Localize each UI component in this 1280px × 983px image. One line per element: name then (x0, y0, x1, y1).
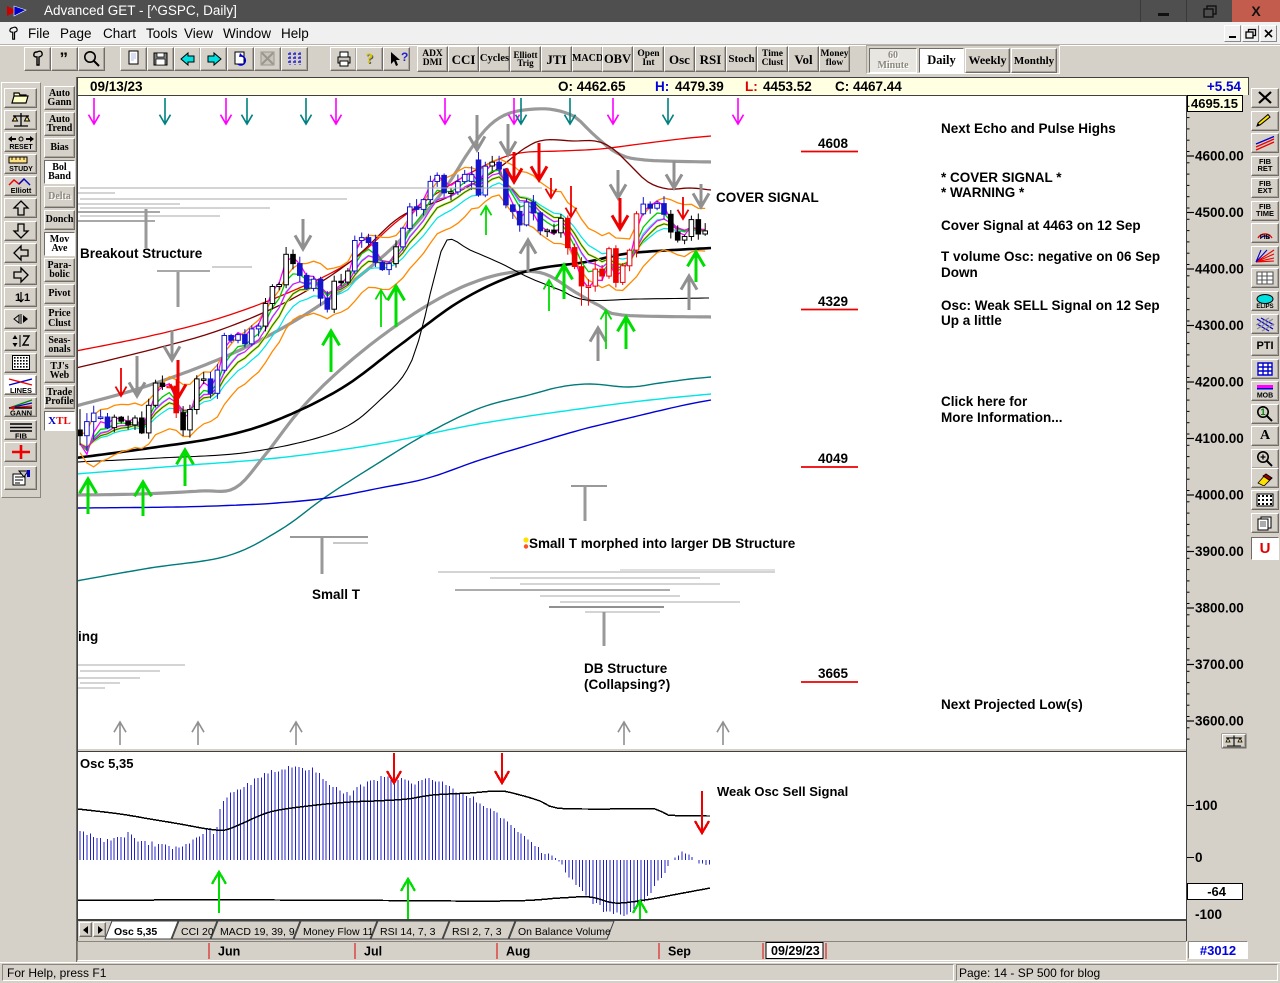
svg-text:4695.15: 4695.15 (1191, 96, 1238, 111)
svg-text:RSI 14, 7, 3: RSI 14, 7, 3 (380, 926, 436, 938)
svg-text:3600.00: 3600.00 (1195, 714, 1244, 729)
svg-text:Click here for: Click here for (941, 394, 1028, 409)
svg-text:1: 1 (15, 292, 21, 304)
svg-text:Small T morphed into larger DB: Small T morphed into larger DB Structure (529, 536, 796, 551)
svg-text:Osc: Weak SELL Signal on 12 Se: Osc: Weak SELL Signal on 12 Sep (941, 298, 1160, 313)
svg-text:T volume Osc: negative on 06 S: T volume Osc: negative on 06 Sep (941, 249, 1160, 264)
svg-text:3665: 3665 (818, 666, 849, 681)
svg-text:ELIPS: ELIPS (1256, 304, 1273, 309)
svg-text:3900.00: 3900.00 (1195, 544, 1244, 559)
svg-text:More Information...: More Information... (941, 410, 1063, 425)
svg-text:Cover Signal at 4463 on 12 Sep: Cover Signal at 4463 on 12 Sep (941, 218, 1141, 233)
svg-text:4049: 4049 (818, 451, 848, 466)
svg-text:MACD 19, 39, 9: MACD 19, 39, 9 (220, 926, 295, 938)
svg-text:Breakout Structure: Breakout Structure (80, 246, 203, 261)
svg-text:4200.00: 4200.00 (1195, 375, 1244, 390)
svg-text:STUDY: STUDY (9, 166, 33, 173)
svg-text:DB Structure: DB Structure (584, 661, 668, 676)
svg-text:Jul: Jul (364, 945, 382, 959)
svg-text:CCI 20: CCI 20 (181, 926, 214, 938)
svg-text:Up a little: Up a little (941, 313, 1002, 328)
svg-text:Small T: Small T (312, 587, 361, 602)
svg-text:RSI 2, 7, 3: RSI 2, 7, 3 (452, 926, 502, 938)
svg-text:MOB: MOB (1257, 393, 1273, 400)
svg-text:-100: -100 (1195, 907, 1222, 922)
svg-text:Weak Osc Sell Signal: Weak Osc Sell Signal (717, 784, 848, 799)
svg-text:RESET: RESET (9, 144, 33, 151)
svg-text:Aug: Aug (506, 945, 530, 959)
svg-text:Osc 5,35: Osc 5,35 (114, 926, 157, 938)
svg-text:Down: Down (941, 265, 978, 280)
svg-text:On Balance Volume: On Balance Volume (518, 926, 611, 938)
svg-text:LINES: LINES (9, 386, 31, 395)
svg-text:FIB: FIB (1260, 234, 1271, 241)
svg-text:(Collapsing?): (Collapsing?) (584, 677, 670, 692)
svg-text:-64: -64 (1207, 884, 1227, 899)
svg-text:4500.00: 4500.00 (1195, 205, 1244, 220)
svg-text:* WARNING *: * WARNING * (941, 185, 1025, 200)
svg-text:100: 100 (1195, 798, 1218, 813)
svg-text:4600.00: 4600.00 (1195, 149, 1244, 164)
svg-text:4329: 4329 (818, 294, 848, 309)
svg-text:3700.00: 3700.00 (1195, 657, 1244, 672)
svg-text:Next Echo and Pulse Highs: Next Echo and Pulse Highs (941, 121, 1116, 136)
svg-text:* COVER SIGNAL *: * COVER SIGNAL * (941, 170, 1062, 185)
svg-text:Money Flow 11: Money Flow 11 (303, 926, 374, 938)
svg-text:COVER SIGNAL: COVER SIGNAL (716, 190, 819, 205)
svg-text:4608: 4608 (818, 136, 849, 151)
svg-text:GANN: GANN (9, 408, 31, 417)
svg-text:4100.00: 4100.00 (1195, 431, 1244, 446)
svg-text:Elliott: Elliott (10, 186, 31, 195)
svg-text:1: 1 (24, 292, 30, 304)
svg-text:?: ? (401, 50, 408, 64)
svg-text:3800.00: 3800.00 (1195, 601, 1244, 616)
svg-text:0: 0 (1195, 850, 1203, 865)
svg-text:Sep: Sep (668, 945, 691, 959)
svg-text:Next Projected Low(s): Next Projected Low(s) (941, 697, 1083, 712)
svg-text:Jun: Jun (218, 945, 240, 959)
svg-text:1: 1 (1260, 407, 1265, 417)
svg-text:Osc 5,35: Osc 5,35 (80, 756, 134, 771)
svg-text:4400.00: 4400.00 (1195, 262, 1244, 277)
svg-text:ing: ing (78, 629, 98, 644)
svg-text:FIB: FIB (14, 431, 27, 440)
svg-text:09/29/23: 09/29/23 (771, 944, 820, 958)
svg-text:4000.00: 4000.00 (1195, 488, 1244, 503)
svg-text:4300.00: 4300.00 (1195, 318, 1244, 333)
